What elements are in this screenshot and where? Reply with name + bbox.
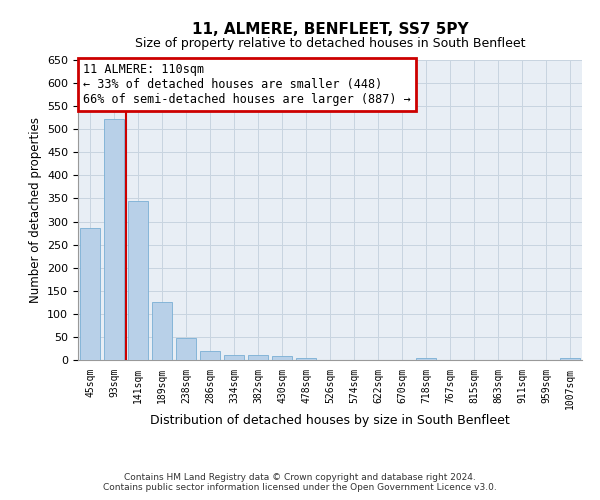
- Bar: [200, 351, 220, 360]
- Bar: [272, 356, 292, 360]
- Bar: [416, 358, 436, 360]
- Text: Contains public sector information licensed under the Open Government Licence v3: Contains public sector information licen…: [103, 484, 497, 492]
- Text: 11 ALMERE: 110sqm
← 33% of detached houses are smaller (448)
66% of semi-detache: 11 ALMERE: 110sqm ← 33% of detached hous…: [83, 63, 411, 106]
- Text: 11, ALMERE, BENFLEET, SS7 5PY: 11, ALMERE, BENFLEET, SS7 5PY: [191, 22, 469, 38]
- X-axis label: Distribution of detached houses by size in South Benfleet: Distribution of detached houses by size …: [150, 414, 510, 428]
- Bar: [248, 356, 268, 360]
- Bar: [296, 358, 316, 360]
- Bar: [176, 338, 196, 360]
- Bar: [224, 356, 244, 360]
- Bar: [104, 118, 124, 360]
- Y-axis label: Number of detached properties: Number of detached properties: [29, 117, 41, 303]
- Text: Contains HM Land Registry data © Crown copyright and database right 2024.: Contains HM Land Registry data © Crown c…: [124, 472, 476, 482]
- Bar: [128, 201, 148, 360]
- Bar: [152, 302, 172, 360]
- Bar: [80, 228, 100, 360]
- Bar: [560, 358, 580, 360]
- Text: Size of property relative to detached houses in South Benfleet: Size of property relative to detached ho…: [135, 38, 525, 51]
